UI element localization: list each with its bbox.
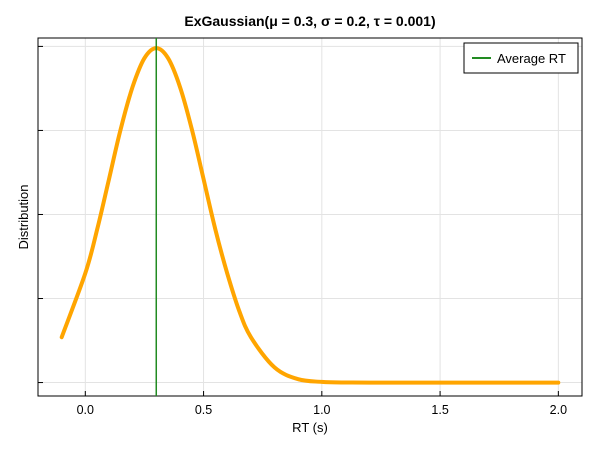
y-ticks: [38, 45, 43, 384]
legend: Average RT: [463, 42, 579, 74]
grid: [38, 38, 582, 396]
x-tick-label: 0.0: [77, 403, 94, 417]
x-tick-label: 1.5: [431, 403, 448, 417]
x-axis-label: RT (s): [292, 420, 328, 435]
legend-label: Average RT: [497, 51, 566, 66]
chart-title: ExGaussian(μ = 0.3, σ = 0.2, τ = 0.001): [184, 13, 435, 29]
plot-frame: [37, 37, 583, 397]
x-tick-label: 2.0: [550, 403, 567, 417]
y-axis-label: Distribution: [16, 184, 31, 249]
x-tick-label: 1.0: [313, 403, 330, 417]
density-curve: [59, 46, 561, 385]
x-tick-label: 0.5: [195, 403, 212, 417]
x-ticks: 0.0 0.5 1.0 1.5 2.0: [77, 391, 567, 417]
